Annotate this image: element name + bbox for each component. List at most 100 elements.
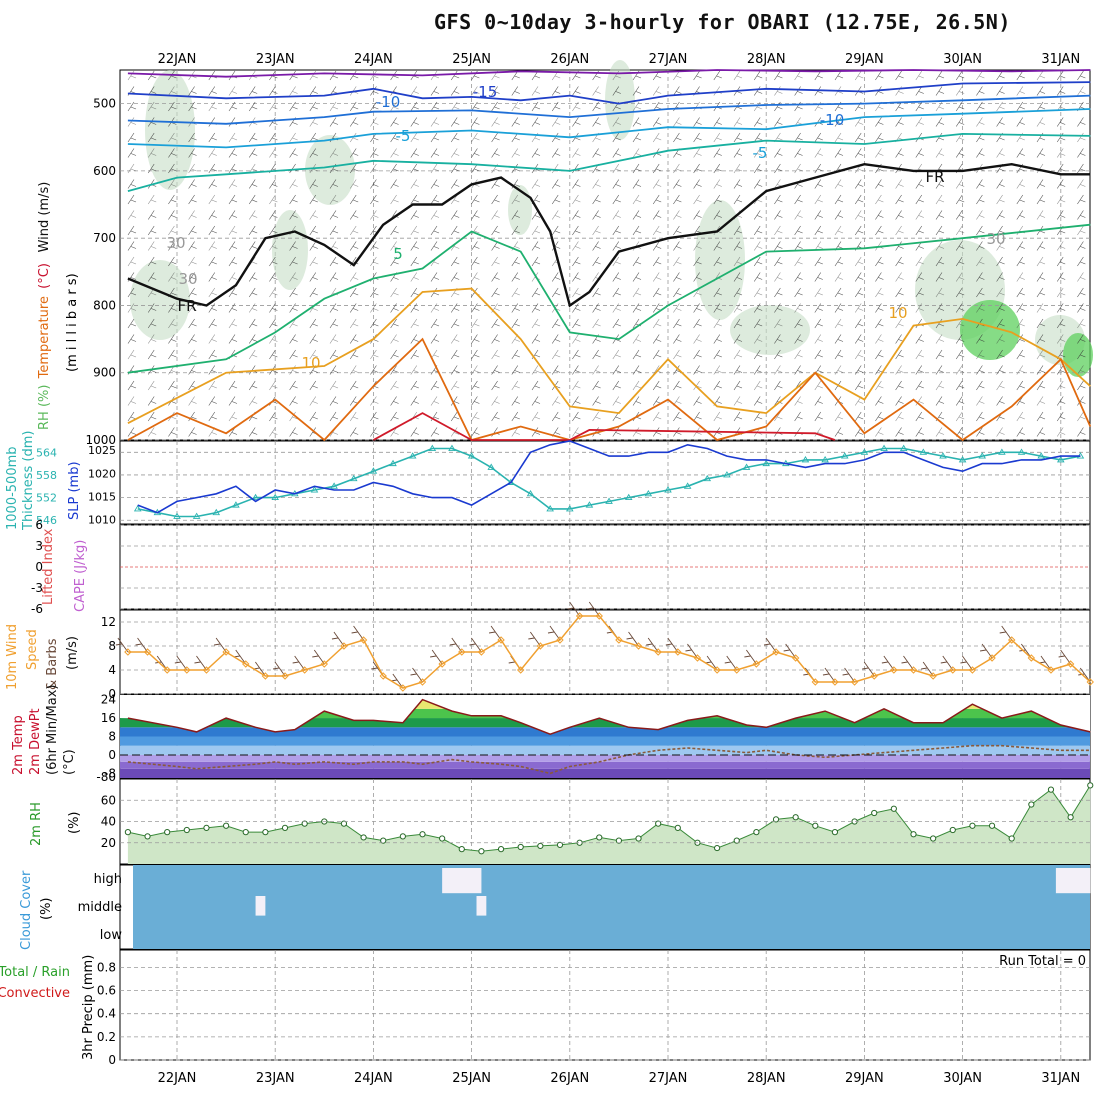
upper-wind-barb [834, 303, 844, 313]
wind-speed-marker [890, 666, 898, 674]
upper-wind-barb [814, 70, 823, 81]
upper-wind-barb [430, 210, 440, 220]
upper-wind-barb [168, 194, 177, 205]
upper-wind-barb [390, 287, 399, 298]
upper-wind-barb [551, 210, 561, 220]
upper-wind-barb [875, 179, 884, 189]
upper-air-yunit-text: (m i l l i b a r s) [65, 273, 80, 372]
upper-wind-barb [915, 148, 924, 158]
upper-wind-barb [733, 256, 743, 267]
wind-speed-marker [615, 636, 623, 644]
upper-wind-barb [753, 396, 763, 406]
upper-wind-barb [572, 396, 581, 406]
cape-ylabel-text: CAPE (J/kg) [73, 540, 88, 612]
thickness-marker [1037, 452, 1045, 459]
upper-wind-barb [531, 349, 541, 360]
thickness-ylabel: 1000-500mb Thickness (dm) [5, 431, 36, 531]
upper-wind-barb [935, 365, 945, 375]
upper-wind-barb [955, 396, 965, 406]
upper-wind-barb [854, 210, 864, 220]
upper-wind-barb [127, 318, 137, 329]
thickness-marker [919, 448, 928, 455]
wind-speed-marker [458, 648, 466, 656]
upper-wind-barb [915, 256, 924, 267]
upper-wind-barb [996, 86, 1005, 96]
upper-wind-barb [511, 427, 520, 437]
upper-wind-barb [228, 396, 238, 406]
wind-speed-marker [831, 678, 839, 686]
rh-marker [753, 829, 760, 836]
upper-wind-barb [188, 349, 197, 360]
upper-wind-barb [450, 210, 460, 220]
upper-wind-barb [1016, 334, 1025, 344]
upper-wind-barb [390, 163, 399, 174]
upper-wind-barb [349, 334, 359, 344]
upper-wind-barb [592, 86, 601, 96]
upper-wind-barb [753, 256, 763, 267]
upper-wind-barb [248, 272, 258, 282]
upper-wind-barb [854, 411, 864, 422]
upper-wind-barb [673, 163, 682, 174]
contour-line [127, 132, 1091, 192]
upper-wind-barb [531, 303, 541, 313]
upper-wind-barb [854, 148, 864, 158]
upper-wind-barb [329, 225, 339, 236]
upper-wind-barb [511, 86, 520, 96]
upper-wind-barb [572, 86, 581, 96]
upper-wind-barb [188, 86, 197, 96]
wind-speed-marker [929, 672, 937, 680]
upper-wind-barb [450, 427, 460, 437]
upper-wind-barb [753, 411, 763, 422]
upper-wind-barb [1077, 194, 1086, 205]
wind-barb [685, 643, 698, 659]
upper-wind-barb [269, 86, 278, 96]
thickness-marker [251, 493, 260, 501]
wind-barb [351, 625, 364, 641]
upper-wind-barb [935, 272, 945, 282]
wind-speed-marker [418, 678, 427, 686]
upper-wind-barb [450, 272, 460, 282]
upper-wind-barb [269, 303, 278, 313]
upper-wind-barb [612, 303, 621, 313]
upper-wind-barb [228, 210, 238, 220]
wind-barb [115, 637, 129, 653]
precip-ylabel-text: 3hr Precip (mm) [81, 955, 96, 1060]
wind-barb [272, 661, 286, 677]
upper-wind-barb [349, 179, 359, 189]
dewpoint-line [127, 744, 1091, 775]
upper-wind-barb [794, 272, 803, 282]
upper-wind-barb [410, 241, 419, 251]
upper-wind-barb [895, 380, 904, 391]
upper-wind-barb [935, 194, 945, 205]
upper-wind-barb [875, 117, 884, 127]
upper-wind-barb [915, 225, 924, 236]
upper-wind-barb [370, 287, 379, 298]
upper-wind-barb [430, 101, 440, 112]
upper-wind-barb [915, 349, 924, 360]
upper-wind-barb [309, 411, 318, 422]
upper-wind-barb [430, 396, 440, 406]
upper-wind-barb [289, 303, 298, 313]
upper-wind-barb [208, 86, 217, 96]
temperature-band [120, 736, 1090, 746]
upper-wind-barb [471, 349, 480, 360]
rh-marker [733, 837, 740, 844]
rh-shading-high [960, 300, 1020, 360]
bottom-date-label: 28JAN [747, 1071, 786, 1086]
upper-wind-barb [491, 256, 500, 267]
upper-wind-barb [471, 148, 480, 158]
upper-wind-barb [248, 225, 258, 236]
upper-wind-barb [168, 241, 177, 251]
upper-wind-barb [430, 287, 440, 298]
upper-wind-barb [632, 194, 642, 205]
upper-wind-barb [652, 132, 662, 143]
upper-wind-barb [1036, 365, 1046, 375]
wind-barb [862, 661, 875, 677]
upper-wind-barb [289, 287, 298, 298]
upper-wind-barb [652, 318, 662, 329]
upper-wind-barb [248, 86, 258, 96]
upper-wind-barb [329, 272, 339, 282]
upper-wind-barb [814, 411, 823, 422]
upper-wind-barb [450, 303, 460, 313]
upper-wind-barb [713, 287, 722, 298]
